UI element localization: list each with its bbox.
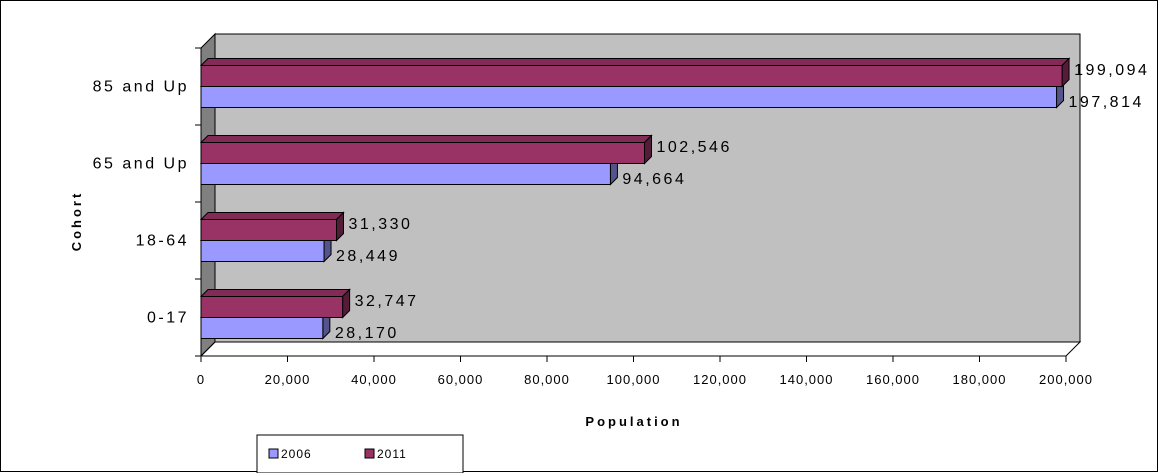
y-axis-title: Cohort	[69, 191, 84, 252]
bar-top-face	[199, 212, 345, 220]
legend-label-2011: 2011	[377, 447, 407, 461]
bar-2011-85-and-up	[199, 57, 1071, 88]
value-label-2011-65-and-up: 102,546	[657, 139, 732, 156]
category-label-65-and-up: 65 and Up	[93, 156, 189, 173]
x-tick-label-40-000: 40,000	[351, 372, 397, 387]
x-tick-label-160-000: 160,000	[866, 372, 920, 387]
x-tick-label-180-000: 180,000	[953, 372, 1007, 387]
x-tick-label-80-000: 80,000	[524, 372, 570, 387]
bar-front-face	[200, 86, 1058, 108]
category-label-85-and-up: 85 and Up	[93, 79, 189, 96]
bar-top-face	[199, 58, 1071, 66]
legend-box	[256, 434, 464, 473]
category-label-0-17: 0-17	[147, 310, 189, 327]
x-tick-label-140-000: 140,000	[780, 372, 834, 387]
bar-2011-18-64	[199, 211, 345, 242]
x-tick-label-0: 0	[197, 372, 205, 387]
value-label-2011-0-17: 32,747	[355, 293, 419, 310]
x-axis-title: Population	[585, 414, 682, 429]
x-tick-label-200-000: 200,000	[1039, 372, 1093, 387]
bar-front-face	[200, 317, 324, 339]
bar-front-face	[200, 219, 338, 241]
bar-front-face	[200, 163, 611, 185]
value-label-2006-85-and-up: 197,814	[1069, 94, 1144, 111]
legend-swatch-2006	[268, 448, 279, 459]
value-label-2011-18-64: 31,330	[349, 216, 413, 233]
bar-front-face	[200, 240, 325, 262]
bar-top-face	[199, 289, 351, 297]
value-label-2006-18-64: 28,449	[336, 248, 400, 265]
x-tick-label-20-000: 20,000	[265, 372, 311, 387]
bar-front-face	[200, 296, 344, 318]
bar-top-face	[199, 135, 653, 143]
x-tick-label-100-000: 100,000	[607, 372, 661, 387]
x-tick-label-120-000: 120,000	[693, 372, 747, 387]
value-label-2011-85-and-up: 199,094	[1074, 62, 1149, 79]
plot-floor	[199, 341, 1082, 357]
value-label-2006-0-17: 28,170	[335, 325, 399, 342]
bar-2011-65-and-up	[199, 134, 653, 165]
bar-front-face	[200, 65, 1063, 87]
bar-2011-0-17	[199, 288, 351, 319]
legend-swatch-2011	[364, 448, 375, 459]
value-label-2006-65-and-up: 94,664	[622, 171, 686, 188]
bar-front-face	[200, 142, 646, 164]
x-tick-label-60-000: 60,000	[438, 372, 484, 387]
legend-label-2006: 2006	[281, 447, 312, 461]
category-label-18-64: 18-64	[136, 233, 189, 250]
legend: 2006 2011	[256, 434, 464, 473]
